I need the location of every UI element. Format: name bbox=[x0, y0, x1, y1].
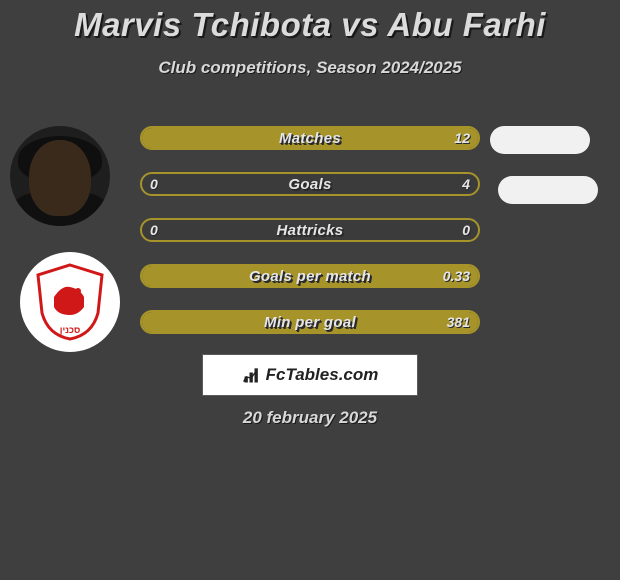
bar-label: Hattricks bbox=[142, 220, 478, 240]
player-avatar bbox=[10, 126, 110, 226]
page-subtitle: Club competitions, Season 2024/2025 bbox=[0, 58, 620, 78]
source-badge-text: FcTables.com bbox=[266, 365, 379, 385]
bar-label: Goals per match bbox=[142, 266, 478, 286]
bar-right-value: 0 bbox=[454, 220, 478, 240]
bar-right-value: 4 bbox=[454, 174, 478, 194]
bar-right-value: 12 bbox=[446, 128, 478, 148]
date-line: 20 february 2025 bbox=[0, 408, 620, 428]
comparison-infographic: Marvis Tchibota vs Abu Farhi Club compet… bbox=[0, 0, 620, 580]
bar-label: Matches bbox=[142, 128, 478, 148]
source-badge[interactable]: FcTables.com bbox=[202, 354, 418, 396]
bar-hattricks: 0 Hattricks 0 bbox=[140, 218, 480, 242]
page-title: Marvis Tchibota vs Abu Farhi bbox=[0, 0, 620, 44]
bar-matches: Matches 12 bbox=[140, 126, 480, 150]
svg-text:סכנין: סכנין bbox=[60, 325, 81, 335]
bar-goals-per-match: Goals per match 0.33 bbox=[140, 264, 480, 288]
stat-bars: Matches 12 0 Goals 4 0 Hattricks 0 Goals… bbox=[140, 126, 480, 356]
bar-label: Goals bbox=[142, 174, 478, 194]
bar-right-value: 381 bbox=[439, 312, 478, 332]
avatar-face bbox=[29, 140, 91, 216]
bar-right-value: 0.33 bbox=[435, 266, 478, 286]
bar-chart-icon bbox=[242, 365, 262, 385]
right-pill-2 bbox=[498, 176, 598, 204]
club-avatar: סכנין bbox=[20, 252, 120, 352]
right-pill-1 bbox=[490, 126, 590, 154]
bar-min-per-goal: Min per goal 381 bbox=[140, 310, 480, 334]
shield-icon: סכנין bbox=[34, 263, 106, 341]
bar-label: Min per goal bbox=[142, 312, 478, 332]
bar-goals: 0 Goals 4 bbox=[140, 172, 480, 196]
